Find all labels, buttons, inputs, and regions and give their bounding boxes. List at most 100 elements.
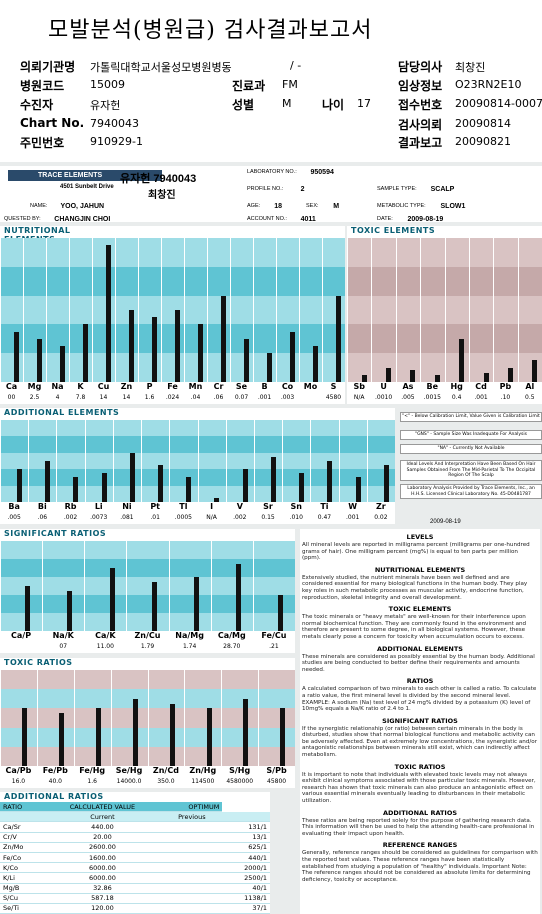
result-value: 40.0 — [48, 778, 62, 785]
bar — [132, 698, 138, 766]
info-value: YOO, JAHUN — [60, 203, 105, 210]
bar — [25, 586, 31, 631]
bar — [151, 581, 157, 631]
note: SIGNIFICANT RATIOS If the synergistic rel… — [302, 717, 538, 759]
field-value: O23RN2E10 — [455, 78, 522, 91]
result-value: .001 — [345, 514, 360, 521]
report-header: TRACE ELEMENTS 4501 Sunbelt Drive 유자헌 7940… — [0, 166, 542, 223]
col-divider — [276, 238, 277, 382]
col-divider — [161, 238, 162, 382]
bar — [169, 703, 175, 766]
section-title: TOXIC RATIOS — [4, 658, 124, 667]
note-body: If the synergistic relationship (or rati… — [302, 725, 538, 759]
cell: Current — [43, 811, 162, 823]
element-label: Ni — [122, 502, 132, 511]
table: RATIO CALCULATED VALUE OPTIMUM Current Previ… — [0, 802, 270, 914]
info-label: LABORATORY NO.: — [247, 169, 297, 175]
bar — [299, 473, 305, 502]
bar — [280, 708, 286, 766]
cell: K/Co — [0, 862, 44, 874]
col-divider — [258, 670, 260, 766]
result-value: .10 — [500, 394, 511, 401]
col-divider — [69, 238, 70, 382]
col-divider — [310, 420, 312, 502]
bar — [186, 477, 192, 502]
result-value: 00 — [7, 394, 16, 401]
element-label: Na/K — [52, 631, 74, 640]
doctor-line: 최창진 — [148, 190, 176, 201]
col-divider — [210, 541, 212, 631]
band — [0, 613, 295, 631]
element-label: Fe/Cu — [261, 631, 287, 640]
element-label: Fe/Hg — [79, 766, 106, 775]
bar — [67, 590, 73, 631]
bar — [109, 568, 115, 631]
chart-section: NUTRITIONAL ELEMENTSCa00Mg2.5Na4K7.8Cu14… — [0, 226, 345, 404]
col-divider — [0, 670, 1, 766]
note-body: Extensively studied, the nutrient minera… — [302, 574, 528, 601]
bar — [532, 360, 538, 382]
element-label: Ca/Pb — [5, 766, 32, 775]
info-value: 2009-08-19 — [407, 216, 444, 223]
element-label: Ti — [320, 502, 329, 511]
element-label: Co — [281, 382, 294, 391]
note-heading: TOXIC ELEMENTS — [388, 605, 452, 614]
note: TOXIC RATIOS It is important to note that… — [302, 763, 538, 805]
report-scan: TRACE ELEMENTS 4501 Sunbelt Drive 유자헌 7940… — [0, 162, 542, 914]
result-value: 4 — [55, 394, 60, 401]
cell: Fe/Co — [0, 852, 44, 864]
cell: Ca/Sr — [0, 821, 44, 833]
field-label: 주민번호 — [20, 136, 65, 150]
chart-section: ADDITIONAL ELEMENTS Ba .005 Bi .06 Rb .002 Li .0… — [0, 408, 395, 524]
col-divider — [141, 420, 143, 502]
bar — [82, 324, 88, 382]
result-value: .001 — [257, 394, 272, 401]
cell: S/Cu — [0, 893, 44, 904]
col-divider — [110, 670, 112, 766]
note-body: These ratios are being reported solely f… — [302, 817, 535, 837]
bar — [386, 367, 391, 382]
note-heading: LEVELS — [406, 533, 434, 541]
col-divider — [184, 238, 185, 382]
cell — [222, 811, 270, 823]
element-label: Cr — [213, 382, 224, 391]
bar — [312, 346, 318, 382]
result-value: .04 — [190, 394, 201, 401]
bar — [361, 374, 367, 382]
col-divider — [169, 420, 171, 502]
bar — [128, 310, 134, 382]
element-label: K — [77, 382, 84, 391]
col-divider — [56, 420, 58, 502]
info-label: AGE: — [247, 203, 261, 209]
cell: 131/1 — [222, 821, 270, 833]
element-label: As — [402, 382, 414, 391]
info-label: SEX: — [306, 203, 319, 209]
bar — [206, 708, 212, 766]
note: LEVELS All mineral levels are reported in… — [302, 533, 538, 562]
note-body: All mineral levels are reported in milli… — [302, 542, 530, 562]
result-value: .0073 — [90, 514, 108, 521]
field-label: 접수번호 — [398, 98, 443, 112]
result-value: 14 — [122, 394, 131, 401]
element-label: Zn — [120, 382, 133, 391]
bar — [220, 295, 226, 382]
bar — [174, 310, 180, 382]
note-heading: NUTRITIONAL ELEMENTS — [374, 565, 466, 574]
element-label: Zn/Cu — [134, 631, 161, 640]
bar — [242, 469, 248, 502]
result-value: 4580 — [325, 394, 342, 401]
result-value: N/A — [353, 394, 365, 401]
element-label: B — [261, 382, 268, 391]
col-divider — [468, 238, 470, 382]
element-label: Se/Hg — [115, 766, 143, 775]
result-value: .002 — [233, 514, 247, 521]
cell: 6000.00 — [43, 862, 162, 874]
lab-address: 4501 Sunbelt Drive — [60, 184, 114, 190]
element-label: Na/Mg — [175, 631, 204, 640]
cell: 40/1 — [222, 883, 270, 894]
bar — [59, 713, 64, 766]
col-divider — [371, 238, 373, 382]
cell: Se/Ti — [0, 903, 44, 914]
bar — [13, 331, 19, 382]
section-title: TOXIC ELEMENTS — [351, 226, 471, 235]
